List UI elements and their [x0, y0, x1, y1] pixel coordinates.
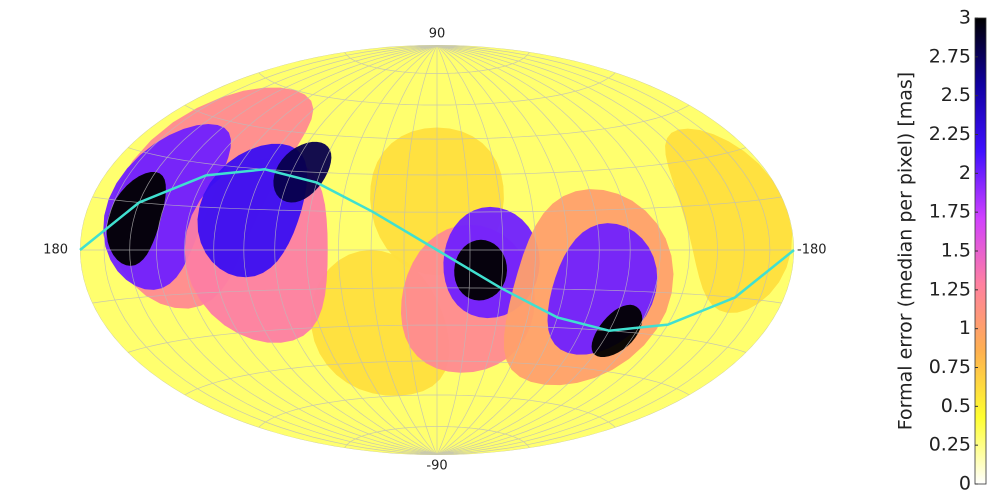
- colorbar-tick-label: 1.5: [941, 240, 971, 262]
- colorbar-tick-label: 0.75: [929, 356, 971, 378]
- lon-left-label: 180: [43, 243, 68, 258]
- lat-max-label: 90: [429, 27, 446, 42]
- lat-min-label: -90: [426, 459, 447, 474]
- colorbar-tick-label: 1: [959, 317, 971, 339]
- error-region: [454, 239, 507, 301]
- error-region: [106, 172, 166, 266]
- colorbar-tick-label: 0.25: [929, 434, 971, 456]
- colorbar-tick-label: 0: [959, 473, 971, 495]
- colorbar-tick-label: 2.25: [929, 123, 971, 145]
- colorbar-tick-label: 0.5: [941, 395, 971, 417]
- colorbar-label: Formal error (median per pixel) [mas]: [895, 72, 917, 430]
- error-region: [273, 141, 332, 203]
- colorbar-tick-label: 3: [959, 7, 971, 29]
- lon-right-label: -180: [797, 243, 827, 258]
- colorbar-tick-label: 2: [959, 162, 971, 184]
- colorbar-tick-label: 1.25: [929, 278, 971, 300]
- ecliptic-curve: [79, 168, 795, 332]
- colorbar-tick-label: 2.75: [929, 45, 971, 67]
- colorbar-tick-label: 1.75: [929, 201, 971, 223]
- colorbar-tick-label: 2.5: [941, 84, 971, 106]
- error-region: [665, 128, 793, 313]
